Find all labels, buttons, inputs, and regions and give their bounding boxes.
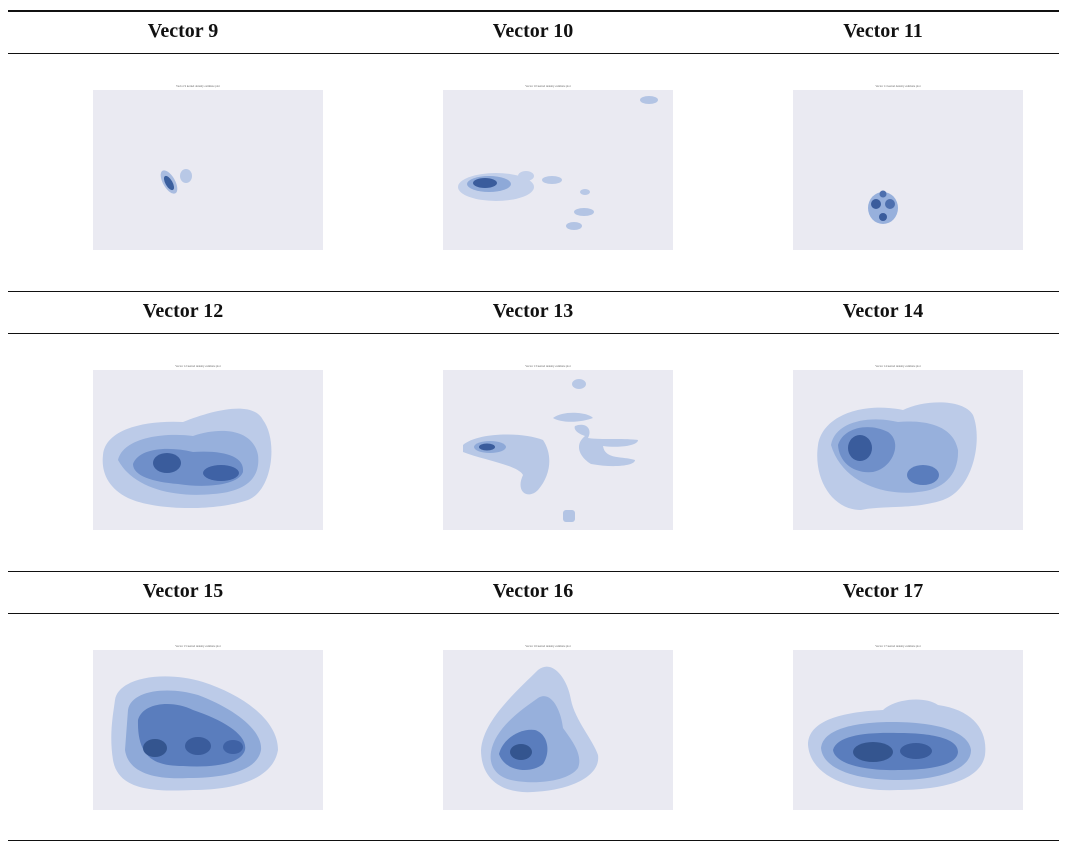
- svg-text:Vector 11 kernel density estim: Vector 11 kernel density estimate plot: [875, 84, 920, 88]
- plot-cell: Vector 11 kernel density estimate plot: [708, 80, 1058, 280]
- density-plot-vector-12: Vector 12 kernel density estimate plot: [93, 364, 323, 530]
- plot-cell: Vector 12 kernel density estimate plot: [8, 360, 358, 560]
- density-plot-vector-16: Vector 16 kernel density estimate plot: [443, 644, 673, 810]
- density-plot-vector-11: Vector 11 kernel density estimate plot: [793, 84, 1023, 250]
- header-vector-10: Vector 10: [492, 20, 574, 42]
- svg-text:Vector 15 kernel density estim: Vector 15 kernel density estimate plot: [175, 644, 221, 648]
- plot-cell: Vector 15 kernel density estimate plot: [8, 640, 358, 840]
- svg-text:Vector 13 kernel density estim: Vector 13 kernel density estimate plot: [525, 364, 571, 368]
- svg-text:Vector 17 kernel density estim: Vector 17 kernel density estimate plot: [875, 644, 921, 648]
- header-vector-15: Vector 15: [142, 580, 224, 602]
- plot-cell: Vector 14 kernel density estimate plot: [708, 360, 1058, 560]
- plot-cell: Vector 13 kernel density estimate plot: [358, 360, 708, 560]
- row-rule-1: [8, 291, 1059, 292]
- header-vector-9: Vector 9: [147, 20, 219, 42]
- header-vector-17: Vector 17: [842, 580, 924, 602]
- row-rule-2: [8, 571, 1059, 572]
- header-vector-11: Vector 11: [843, 20, 923, 42]
- plot-cell: Vector 10 kernel density estimate plot: [358, 80, 708, 280]
- density-plot-vector-17: Vector 17 kernel density estimate plot: [793, 644, 1023, 810]
- header-vector-16: Vector 16: [492, 580, 574, 602]
- density-plot-vector-15: Vector 15 kernel density estimate plot: [93, 644, 323, 810]
- density-plot-vector-14: Vector 14 kernel density estimate plot: [793, 364, 1023, 530]
- plot-cell: Vector 17 kernel density estimate plot: [708, 640, 1058, 840]
- plot-cell: Vector 16 kernel density estimate plot: [358, 640, 708, 840]
- plot-cell: Vector 9 kernel density estimate plot: [8, 80, 358, 280]
- density-plot-vector-13: Vector 13 kernel density estimate plot: [443, 364, 673, 530]
- svg-text:Vector 9 kernel density estima: Vector 9 kernel density estimate plot: [176, 84, 220, 88]
- header-vector-12: Vector 12: [142, 300, 224, 322]
- svg-text:Vector 16 kernel density estim: Vector 16 kernel density estimate plot: [525, 644, 571, 648]
- header-vector-13: Vector 13: [492, 300, 574, 322]
- header-vector-14: Vector 14: [842, 300, 924, 322]
- figure-table: Vector 9 Vector 10 Vector 11 Vector 9 ke…: [8, 10, 1059, 842]
- svg-text:Vector 10 kernel density estim: Vector 10 kernel density estimate plot: [525, 84, 571, 88]
- table-top-rule: [8, 10, 1059, 12]
- table-bottom-rule: [8, 840, 1059, 841]
- svg-text:Vector 12 kernel density estim: Vector 12 kernel density estimate plot: [175, 364, 221, 368]
- header-rule-2: [8, 333, 1059, 334]
- density-plot-vector-9: Vector 9 kernel density estimate plot: [93, 84, 323, 250]
- header-rule-1: [8, 53, 1059, 54]
- header-rule-3: [8, 613, 1059, 614]
- svg-text:Vector 14 kernel density estim: Vector 14 kernel density estimate plot: [875, 364, 921, 368]
- density-plot-vector-10: Vector 10 kernel density estimate plot: [443, 84, 673, 250]
